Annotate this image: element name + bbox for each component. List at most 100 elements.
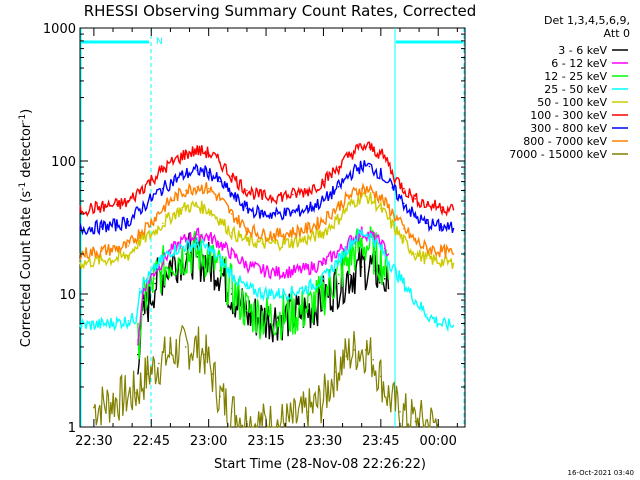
data-point — [184, 189, 187, 192]
data-point — [196, 169, 198, 172]
data-point — [380, 196, 382, 199]
data-point — [337, 166, 340, 168]
data-point — [349, 256, 352, 258]
data-point — [391, 186, 394, 189]
data-point — [368, 146, 371, 148]
data-point — [322, 399, 325, 401]
data-point — [261, 242, 264, 245]
data-point — [383, 247, 386, 250]
data-point — [307, 286, 309, 289]
data-point — [368, 165, 371, 168]
data-point — [292, 193, 294, 196]
data-point — [374, 240, 376, 242]
data-point — [184, 346, 187, 348]
y-tick-label: 1000 — [43, 22, 76, 37]
data-point — [322, 278, 325, 280]
data-point — [276, 233, 279, 236]
data-point — [207, 256, 210, 258]
data-point — [196, 149, 198, 152]
data-point — [207, 152, 210, 154]
data-point — [368, 245, 371, 247]
data-point — [372, 359, 375, 361]
data-point — [150, 198, 153, 200]
data-point — [246, 264, 248, 266]
legend-header-attenuator: Att 0 — [604, 27, 630, 40]
data-point — [230, 253, 233, 255]
data-point — [196, 186, 198, 188]
data-point — [127, 245, 130, 247]
data-point — [322, 180, 325, 183]
data-point — [230, 231, 233, 234]
data-point — [196, 346, 198, 348]
data-point — [414, 299, 417, 301]
data-point — [380, 242, 382, 245]
data-point — [307, 267, 309, 270]
series-4 — [79, 190, 455, 270]
data-point — [380, 173, 382, 175]
data-point — [391, 173, 394, 175]
data-point — [403, 240, 405, 242]
data-point — [368, 266, 371, 268]
data-point — [276, 317, 279, 319]
data-point — [292, 291, 294, 294]
data-point — [387, 162, 390, 164]
data-point — [261, 292, 264, 294]
data-point — [276, 423, 279, 426]
data-point — [207, 171, 210, 174]
data-point — [307, 307, 309, 310]
series-line — [137, 226, 390, 360]
data-point — [150, 179, 153, 181]
data-point — [173, 160, 175, 162]
annotation-layer: N — [80, 28, 465, 427]
series-line — [79, 182, 454, 261]
data-point — [403, 282, 405, 285]
data-point — [452, 262, 455, 265]
data-point — [334, 371, 336, 373]
data-point — [230, 411, 233, 413]
data-point — [93, 406, 95, 409]
series-line — [79, 160, 455, 236]
data-point — [207, 208, 210, 211]
data-point — [452, 208, 455, 211]
data-point — [154, 282, 156, 285]
data-point — [169, 259, 172, 261]
data-point — [337, 186, 340, 188]
data-point — [127, 319, 130, 322]
axis-layer: 22:30 22:45 23:00 23:15 23:30 23:45 00:00 1 10 10… — [43, 22, 465, 449]
data-point — [116, 203, 118, 206]
data-point — [387, 287, 390, 290]
x-tick-label: 00:00 — [419, 434, 456, 449]
legend-label: 100 - 300 keV — [530, 109, 607, 122]
data-point — [173, 213, 175, 215]
data-point — [162, 168, 164, 171]
data-point — [196, 251, 198, 254]
data-point — [246, 312, 248, 314]
data-point — [169, 262, 172, 265]
chart-title: RHESSI Observing Summary Count Rates, Co… — [84, 2, 477, 20]
data-point — [116, 321, 118, 324]
legend-label: 25 - 50 keV — [544, 83, 607, 96]
data-point — [162, 222, 164, 225]
data-point — [100, 323, 103, 326]
data-point — [79, 324, 81, 327]
data-point — [360, 266, 363, 268]
data-point — [425, 247, 428, 250]
data-point — [307, 207, 309, 210]
data-point — [261, 233, 264, 236]
data-point — [196, 233, 198, 236]
data-point — [307, 227, 309, 230]
x-tick-label: 23:30 — [305, 434, 342, 449]
data-point — [137, 339, 139, 341]
data-point — [246, 287, 248, 290]
legend-label: 300 - 800 keV — [530, 122, 607, 135]
data-point — [230, 273, 233, 276]
series-layer — [79, 141, 455, 430]
data-point — [391, 266, 394, 268]
data-point — [360, 187, 363, 190]
data-point — [246, 309, 248, 312]
data-point — [322, 200, 325, 202]
data-point — [380, 375, 382, 378]
data-point — [116, 247, 118, 250]
